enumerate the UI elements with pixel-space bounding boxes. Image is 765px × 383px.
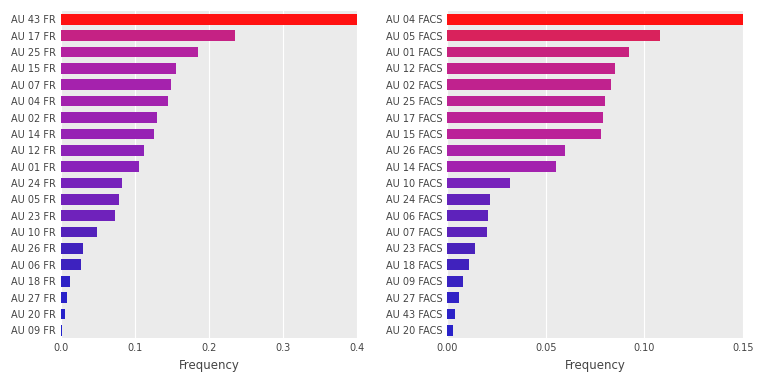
Bar [447,129,601,139]
Bar [447,79,611,90]
Bar [447,63,615,74]
Bar [61,96,168,106]
Bar [61,309,65,319]
Bar [447,14,753,25]
Bar [447,309,455,319]
Bar [61,194,119,205]
Bar [447,96,605,106]
Bar [61,129,154,139]
Bar [61,79,171,90]
Bar [447,227,487,237]
Bar [61,14,364,25]
Bar [447,243,474,254]
Bar [447,325,453,336]
Bar [447,47,629,57]
Bar [61,145,144,155]
Bar [447,292,459,303]
Bar [61,161,139,172]
Bar [61,243,83,254]
Bar [61,63,176,74]
Bar [447,30,660,41]
Bar [447,260,469,270]
Bar [447,276,463,286]
Bar [61,47,198,57]
Bar [61,227,96,237]
Bar [447,161,555,172]
Bar [61,260,81,270]
Bar [447,194,490,205]
Bar [61,30,235,41]
X-axis label: Frequency: Frequency [565,359,626,372]
Bar [61,210,115,221]
Bar [61,112,158,123]
Bar [447,145,565,155]
Bar [61,292,67,303]
Bar [61,178,122,188]
X-axis label: Frequency: Frequency [178,359,239,372]
Bar [447,112,603,123]
Bar [447,210,489,221]
Bar [447,178,510,188]
Bar [61,276,70,286]
